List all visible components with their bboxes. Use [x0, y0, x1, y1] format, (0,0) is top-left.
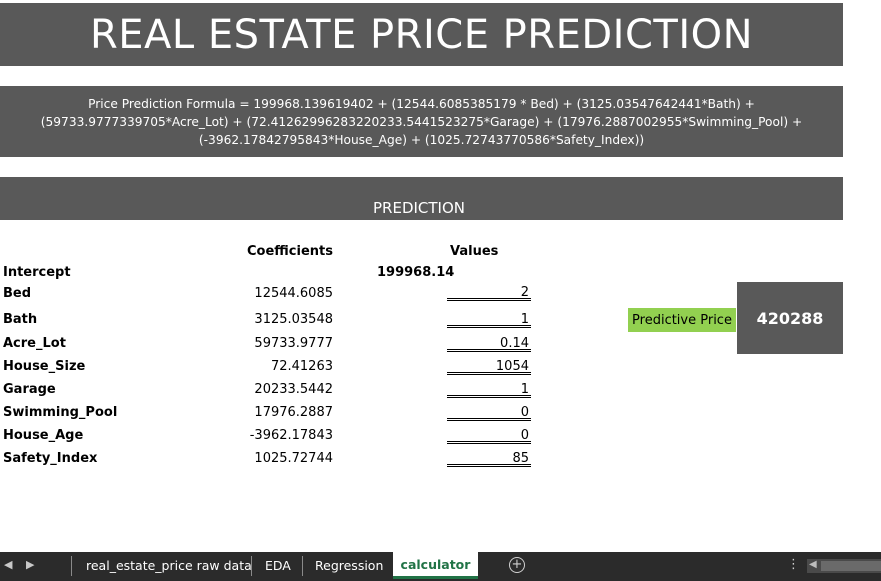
vertical-dots-icon[interactable]: ⋮	[787, 557, 800, 572]
coef-safety-index: 1025.72744	[254, 451, 333, 466]
sheet-tab-bar: ◀ ▶ real_estate_price raw data EDA Regre…	[0, 552, 881, 581]
tab-divider	[71, 556, 72, 576]
row-label-bed: Bed	[3, 286, 32, 301]
value-cell-house-age[interactable]: 0	[447, 427, 531, 444]
value-cell-swimming-pool[interactable]: 0	[447, 404, 531, 421]
scrollbar-thumb[interactable]	[821, 561, 881, 571]
plus-circle-icon[interactable]: +	[509, 557, 525, 573]
coefficients-header: Coefficients	[247, 244, 333, 259]
coef-house-size: 72.41263	[270, 359, 333, 374]
tab-label: calculator	[400, 556, 471, 572]
chevron-right-icon[interactable]: ▶	[26, 558, 35, 571]
value-cell-bath[interactable]: 1	[447, 311, 531, 328]
coef-bath: 3125.03548	[254, 312, 333, 327]
value-cell-garage[interactable]: 1	[447, 381, 531, 398]
tab-label: EDA	[265, 558, 291, 573]
formula-text: Price Prediction Formula = 199968.139619…	[40, 96, 803, 147]
predictive-price-label: Predictive Price	[628, 308, 736, 332]
horizontal-scrollbar[interactable]: ◀	[807, 559, 881, 573]
coef-acre-lot: 59733.9777	[254, 336, 333, 351]
row-label-swimming-pool: Swimming_Pool	[3, 405, 118, 420]
prediction-section-title: PREDICTION	[373, 199, 466, 217]
chevron-left-icon[interactable]: ◀	[4, 558, 13, 571]
tab-eda[interactable]: EDA	[265, 552, 291, 579]
scroll-left-icon[interactable]: ◀	[809, 559, 817, 570]
intercept-label: Intercept	[3, 265, 71, 280]
row-label-house-size: House_Size	[3, 359, 86, 374]
predictive-price-value: 420288	[737, 282, 843, 354]
tab-label: Regression	[315, 558, 384, 573]
prediction-section-header: PREDICTION	[0, 177, 843, 220]
page-title: REAL ESTATE PRICE PREDICTION	[89, 11, 754, 58]
value-cell-bed[interactable]: 2	[447, 284, 531, 301]
row-label-bath: Bath	[3, 312, 38, 327]
tab-real-estate-raw-data[interactable]: real_estate_price raw data	[86, 552, 252, 579]
coef-garage: 20233.5442	[254, 382, 333, 397]
row-label-safety-index: Safety_Index	[3, 451, 98, 466]
row-label-house-age: House_Age	[3, 428, 84, 443]
page-title-banner: REAL ESTATE PRICE PREDICTION	[0, 3, 843, 66]
coef-swimming-pool: 17976.2887	[254, 405, 333, 420]
tab-divider	[302, 556, 303, 576]
row-label-acre-lot: Acre_Lot	[3, 336, 66, 351]
row-label-garage: Garage	[3, 382, 56, 397]
value-cell-house-size[interactable]: 1054	[447, 358, 531, 375]
tab-label: real_estate_price raw data	[86, 558, 252, 573]
coef-bed: 12544.6085	[254, 286, 333, 301]
intercept-value: 199968.14	[377, 265, 455, 280]
formula-banner: Price Prediction Formula = 199968.139619…	[0, 86, 843, 157]
value-cell-acre-lot[interactable]: 0.14	[447, 335, 531, 352]
value-cell-safety-index[interactable]: 85	[447, 450, 531, 467]
coef-house-age: -3962.17843	[249, 428, 333, 443]
tab-divider	[251, 556, 252, 576]
values-header: Values	[450, 244, 499, 259]
tab-calculator[interactable]: calculator	[393, 552, 478, 579]
tab-regression[interactable]: Regression	[315, 552, 383, 579]
